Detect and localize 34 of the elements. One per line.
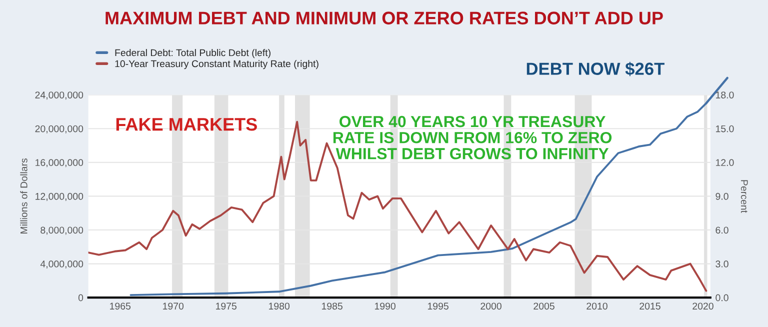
annotation: OVER 40 YEARS 10 YR TREASURY RATE IS DOWN FROM 16% TO ZERO WHILST DEBT GROWS TO INFINITY — [333, 116, 612, 160]
annotation: FAKE MARKETS — [116, 118, 257, 131]
y-tick-label: 4,000,000 — [40, 260, 84, 269]
x-tick-label: 1990 — [374, 302, 396, 310]
y2-tick-label: 18.0 — [716, 92, 734, 98]
x-tick-label: 2020 — [692, 302, 714, 310]
legend-label: 10-Year Treasury Constant Maturity Rate (right) — [115, 60, 318, 70]
x-tick-label: 2010 — [586, 302, 608, 310]
x-tick-label: 1975 — [216, 302, 236, 310]
x-tick-label: 1980 — [269, 302, 290, 310]
y-tick-label: 0 — [78, 294, 84, 302]
y-tick-label: 16,000,000 — [36, 159, 84, 168]
y-tick-label: 8,000,000 — [40, 226, 84, 235]
y-axis-title: Millions of Dollars — [20, 158, 28, 234]
text: DEBT NOW $26T — [526, 62, 664, 76]
x-tick-label: 1995 — [428, 302, 448, 310]
x-tick-label: 1970 — [163, 302, 184, 310]
y2-tick-label: 3.0 — [716, 260, 728, 268]
x-tick-label: 1985 — [322, 302, 342, 310]
x-tick-label: 2000 — [480, 302, 502, 310]
x-tick-label: 2005 — [534, 302, 554, 310]
y-tick-label: 20,000,000 — [35, 125, 84, 134]
y2-axis-title: Percent — [740, 180, 748, 213]
y-tick-label: 12,000,000 — [36, 192, 84, 201]
y2-tick-label: 9.0 — [716, 192, 728, 200]
y2-tick-label: 15.0 — [716, 125, 734, 132]
chart-title: MAXIMUM DEBT AND MINIMUM OR ZERO RATES DON’T ADD UP — [106, 12, 663, 24]
y2-tick-label: 0.0 — [716, 294, 728, 302]
legend-label: Federal Debt: Total Public Debt (left) — [115, 49, 270, 58]
x-tick-label: 1965 — [110, 302, 131, 310]
y2-tick-label: 12.0 — [716, 159, 734, 166]
y2-tick-label: 6.0 — [716, 226, 728, 234]
y-tick-label: 24,000,000 — [35, 92, 84, 100]
x-tick-label: 2015 — [640, 302, 660, 310]
